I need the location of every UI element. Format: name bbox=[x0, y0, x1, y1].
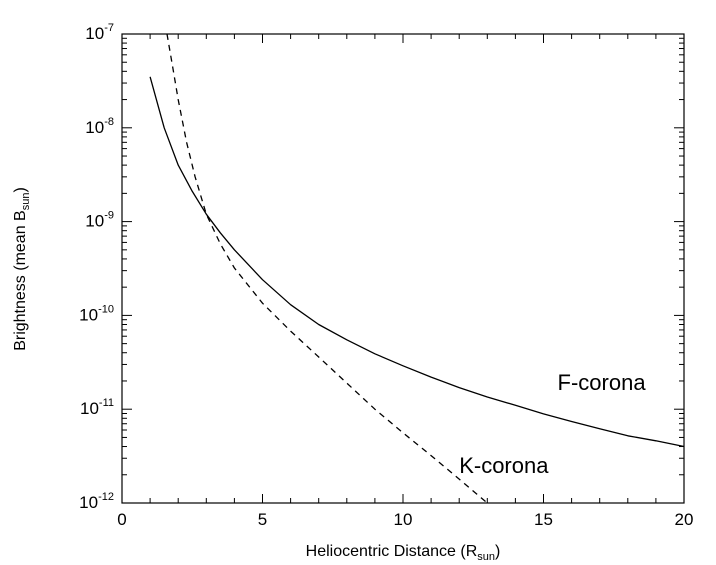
x-axis-title: Heliocentric Distance (Rsun) bbox=[306, 543, 501, 563]
y-tick-label: 10-12 bbox=[79, 491, 114, 512]
annotation-layer: F-corona K-corona bbox=[459, 370, 646, 478]
series-layer bbox=[149, 33, 685, 504]
k-corona-curve bbox=[166, 33, 488, 504]
y-tick-label: 10-7 bbox=[85, 22, 114, 43]
y-tick-label: 10-11 bbox=[80, 397, 114, 418]
f-corona-label: F-corona bbox=[558, 370, 647, 395]
y-tick-label: 10-9 bbox=[85, 210, 114, 231]
x-tick-label: 15 bbox=[534, 510, 553, 529]
y-axis-title: Brightness (mean Bsun) bbox=[12, 187, 32, 351]
x-tick-label: 5 bbox=[258, 510, 267, 529]
k-corona-label: K-corona bbox=[459, 453, 549, 478]
y-tick-label: 10-8 bbox=[85, 116, 114, 137]
f-corona-curve bbox=[149, 76, 685, 448]
x-tick-label: 0 bbox=[117, 510, 126, 529]
x-tick-label: 20 bbox=[675, 510, 694, 529]
y-axis-ticks: 10-12 10-11 10-10 10-9 10-8 10-7 bbox=[79, 22, 684, 512]
y-tick-label: 10-10 bbox=[79, 303, 114, 324]
x-tick-label: 10 bbox=[394, 510, 413, 529]
x-axis-ticks: 0 5 10 15 20 bbox=[117, 34, 693, 529]
